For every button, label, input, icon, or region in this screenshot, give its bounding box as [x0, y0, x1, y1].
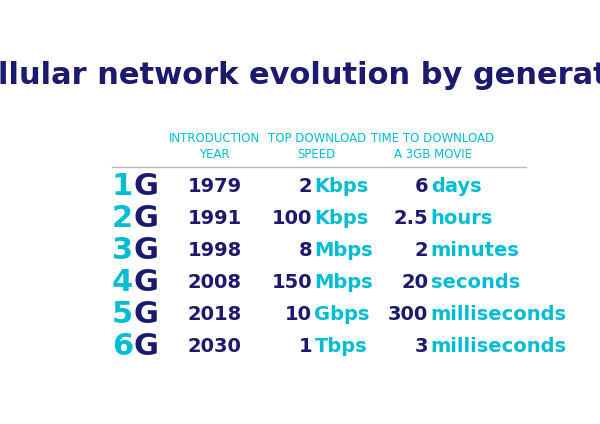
Text: G: G [133, 204, 158, 233]
Text: 2: 2 [299, 177, 312, 196]
Text: Kbps: Kbps [314, 177, 369, 196]
Text: 2.5: 2.5 [394, 209, 428, 228]
Text: G: G [133, 300, 158, 329]
Text: G: G [133, 236, 158, 265]
Text: 2: 2 [112, 204, 133, 233]
Text: INTRODUCTION
YEAR: INTRODUCTION YEAR [169, 132, 260, 162]
Text: milliseconds: milliseconds [431, 337, 567, 356]
Text: minutes: minutes [431, 241, 520, 260]
Text: 1998: 1998 [187, 241, 242, 260]
Text: 300: 300 [388, 305, 428, 324]
Text: 1979: 1979 [187, 177, 242, 196]
Text: 5: 5 [112, 300, 133, 329]
Text: 20: 20 [401, 273, 428, 292]
Text: milliseconds: milliseconds [431, 305, 567, 324]
Text: 150: 150 [272, 273, 312, 292]
Text: Mbps: Mbps [314, 241, 373, 260]
Text: 1991: 1991 [187, 209, 242, 228]
Text: 6: 6 [112, 332, 133, 361]
Text: 3: 3 [112, 236, 133, 265]
Text: G: G [133, 268, 158, 297]
Text: TIME TO DOWNLOAD
A 3GB MOVIE: TIME TO DOWNLOAD A 3GB MOVIE [371, 132, 494, 162]
Text: seconds: seconds [431, 273, 520, 292]
Text: Mbps: Mbps [314, 273, 373, 292]
Text: days: days [431, 177, 481, 196]
Text: 10: 10 [285, 305, 312, 324]
Text: G: G [133, 172, 158, 201]
Text: 4: 4 [112, 268, 133, 297]
Text: 1: 1 [299, 337, 312, 356]
Text: Kbps: Kbps [314, 209, 369, 228]
Text: Gbps: Gbps [314, 305, 370, 324]
Text: Cellular network evolution by generation: Cellular network evolution by generation [0, 61, 600, 89]
Text: hours: hours [431, 209, 493, 228]
Text: 2008: 2008 [187, 273, 241, 292]
Text: Tbps: Tbps [314, 337, 367, 356]
Text: 3: 3 [415, 337, 428, 356]
Text: 100: 100 [272, 209, 312, 228]
Text: 6: 6 [415, 177, 428, 196]
Text: G: G [133, 332, 158, 361]
Text: TOP DOWNLOAD
SPEED: TOP DOWNLOAD SPEED [268, 132, 366, 162]
Text: 2: 2 [415, 241, 428, 260]
Text: 2030: 2030 [188, 337, 241, 356]
Text: 1: 1 [112, 172, 133, 201]
Text: 8: 8 [299, 241, 312, 260]
Text: 2018: 2018 [187, 305, 242, 324]
